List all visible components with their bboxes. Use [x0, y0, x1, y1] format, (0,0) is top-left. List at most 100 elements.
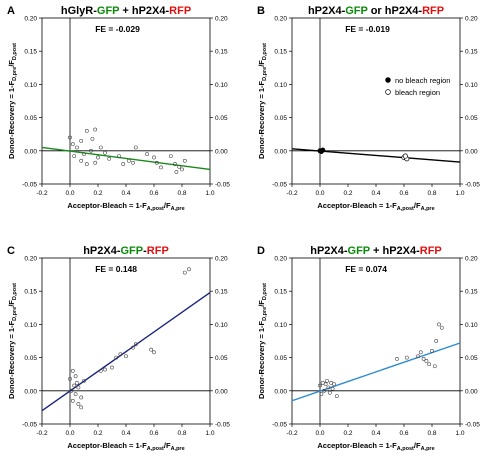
data-point	[93, 160, 98, 165]
data-point	[319, 392, 324, 397]
x-tick-label: 0.2	[343, 430, 352, 437]
y-tick-label-right: 0.05	[465, 355, 478, 362]
fit-line	[41, 291, 211, 412]
data-point	[154, 160, 159, 165]
y-tick-label-right: 0.00	[465, 388, 478, 395]
data-point	[145, 152, 149, 157]
y-axis-label-main: Donor-Recovery = 1-F	[7, 80, 16, 159]
y-axis-label-mid: /F	[257, 300, 266, 307]
data-point-bleach	[402, 153, 408, 159]
x-tick-label: -0.2	[36, 430, 48, 437]
x-axis-label-sub: A,post	[397, 206, 414, 212]
y-tick-label-right: -0.05	[215, 182, 230, 189]
x-tick-label: 0.0	[65, 430, 74, 437]
y-tick-label-right: 0.05	[465, 115, 478, 122]
data-point	[73, 374, 78, 379]
panel-letter: B	[257, 5, 265, 17]
x-tick-label: -0.2	[36, 190, 48, 197]
x-tick-label: 0.2	[93, 430, 102, 437]
data-point	[182, 158, 187, 163]
x-axis-label-sub2: A,pre	[421, 446, 435, 452]
data-point	[187, 267, 191, 272]
panel-letter: A	[7, 5, 15, 17]
y-axis-label-mid: /F	[257, 60, 266, 67]
y-tick-label-left: -0.05	[272, 182, 287, 189]
data-point	[103, 150, 107, 155]
panel-title: hP2X4-GFP-RFP	[83, 245, 169, 257]
x-tick-label: 0.6	[399, 190, 408, 197]
title-segment: hGlyR-	[61, 5, 97, 17]
data-point	[90, 136, 95, 141]
y-axis-label-sub: D,pre	[12, 67, 18, 81]
y-tick-label-right: 0.20	[465, 16, 478, 23]
y-tick-label-left: 0.05	[24, 115, 37, 122]
y-tick-label-right: 0.15	[465, 289, 478, 296]
x-tick-label: 0.4	[121, 190, 130, 197]
data-point	[82, 378, 86, 383]
title-segment: RFP	[169, 5, 191, 17]
x-axis-label-sub: A,post	[147, 206, 164, 212]
plot-frame	[41, 257, 211, 425]
x-tick-label: 0.8	[177, 190, 186, 197]
y-tick-label-right: 0.10	[215, 322, 228, 329]
title-segment: hP2X4-	[310, 245, 348, 257]
y-tick-label-left: 0.15	[274, 49, 287, 56]
data-point	[432, 364, 437, 369]
data-point	[404, 355, 409, 360]
y-tick-label-right: 0.05	[215, 355, 228, 362]
panel-title: hP2X4-GFP + hP2X4-RFP	[310, 245, 442, 257]
data-point	[107, 156, 112, 161]
data-point	[395, 357, 399, 361]
y-tick-label-left: -0.05	[22, 182, 37, 189]
data-point	[439, 325, 444, 330]
x-tick-label: 0.0	[315, 190, 324, 197]
data-point	[168, 154, 173, 159]
data-point	[117, 154, 121, 159]
data-point	[70, 142, 75, 147]
y-tick-label-right: 0.00	[215, 388, 228, 395]
y-tick-label-left: 0.05	[24, 355, 37, 362]
x-tick-label: 0.0	[65, 190, 74, 197]
x-axis-label: Acceptor-Bleach = 1-FA,post/FA,pre	[317, 441, 434, 452]
x-tick-label: -0.2	[286, 190, 298, 197]
y-tick-label-left: 0.20	[24, 16, 37, 23]
data-point	[103, 367, 107, 372]
x-tick-label: 0.2	[93, 190, 102, 197]
y-tick-label-right: 0.15	[465, 49, 478, 56]
data-point	[318, 383, 322, 388]
x-tick-label: 0.2	[343, 190, 352, 197]
data-point	[152, 350, 156, 355]
data-point-no-bleach	[320, 147, 326, 153]
data-point	[424, 359, 429, 363]
data-point	[124, 354, 128, 359]
y-tick-label-left: 0.00	[24, 388, 37, 395]
y-tick-label-right: 0.00	[465, 148, 478, 155]
x-tick-label: 0.6	[149, 190, 158, 197]
data-point	[126, 158, 131, 163]
title-segment: GFP	[345, 5, 367, 17]
fit-line	[41, 146, 211, 171]
data-point	[323, 382, 328, 387]
y-tick-label-right: 0.10	[215, 82, 228, 89]
fe-value: FE = 0.074	[345, 264, 387, 274]
x-axis-label: Acceptor-Bleach = 1-FA,post/FA,pre	[67, 201, 184, 212]
fe-value: FE = -0.019	[345, 24, 390, 34]
x-tick-label: 0.4	[371, 430, 380, 437]
chart-panel-b: -0.2 0.0 0.2 0.4 0.6 0.8 1.0-0.05 -0.050.00 0.00…	[257, 5, 480, 212]
chart-panel-a: -0.2 0.0 0.2 0.4 0.6 0.8 1.0-0.05 -0.050.00 0.00…	[7, 5, 230, 212]
data-point	[427, 362, 432, 367]
y-tick-label-left: 0.10	[274, 322, 287, 329]
legend-label: no bleach region	[395, 76, 450, 85]
y-tick-label-left: 0.10	[274, 82, 287, 89]
x-tick-label: 0.6	[149, 430, 158, 437]
data-point	[82, 152, 86, 157]
data-point	[133, 145, 138, 150]
y-tick-label-left: 0.20	[24, 256, 37, 263]
data-point	[434, 339, 439, 343]
y-tick-label-left: 0.00	[274, 388, 287, 395]
y-tick-label-right: 0.20	[215, 16, 228, 23]
y-tick-label-left: 0.00	[24, 148, 37, 155]
data-point	[177, 164, 182, 169]
x-axis-label-main: Acceptor-Bleach = 1-F	[317, 201, 397, 210]
x-axis-label-mid: /F	[414, 201, 421, 210]
